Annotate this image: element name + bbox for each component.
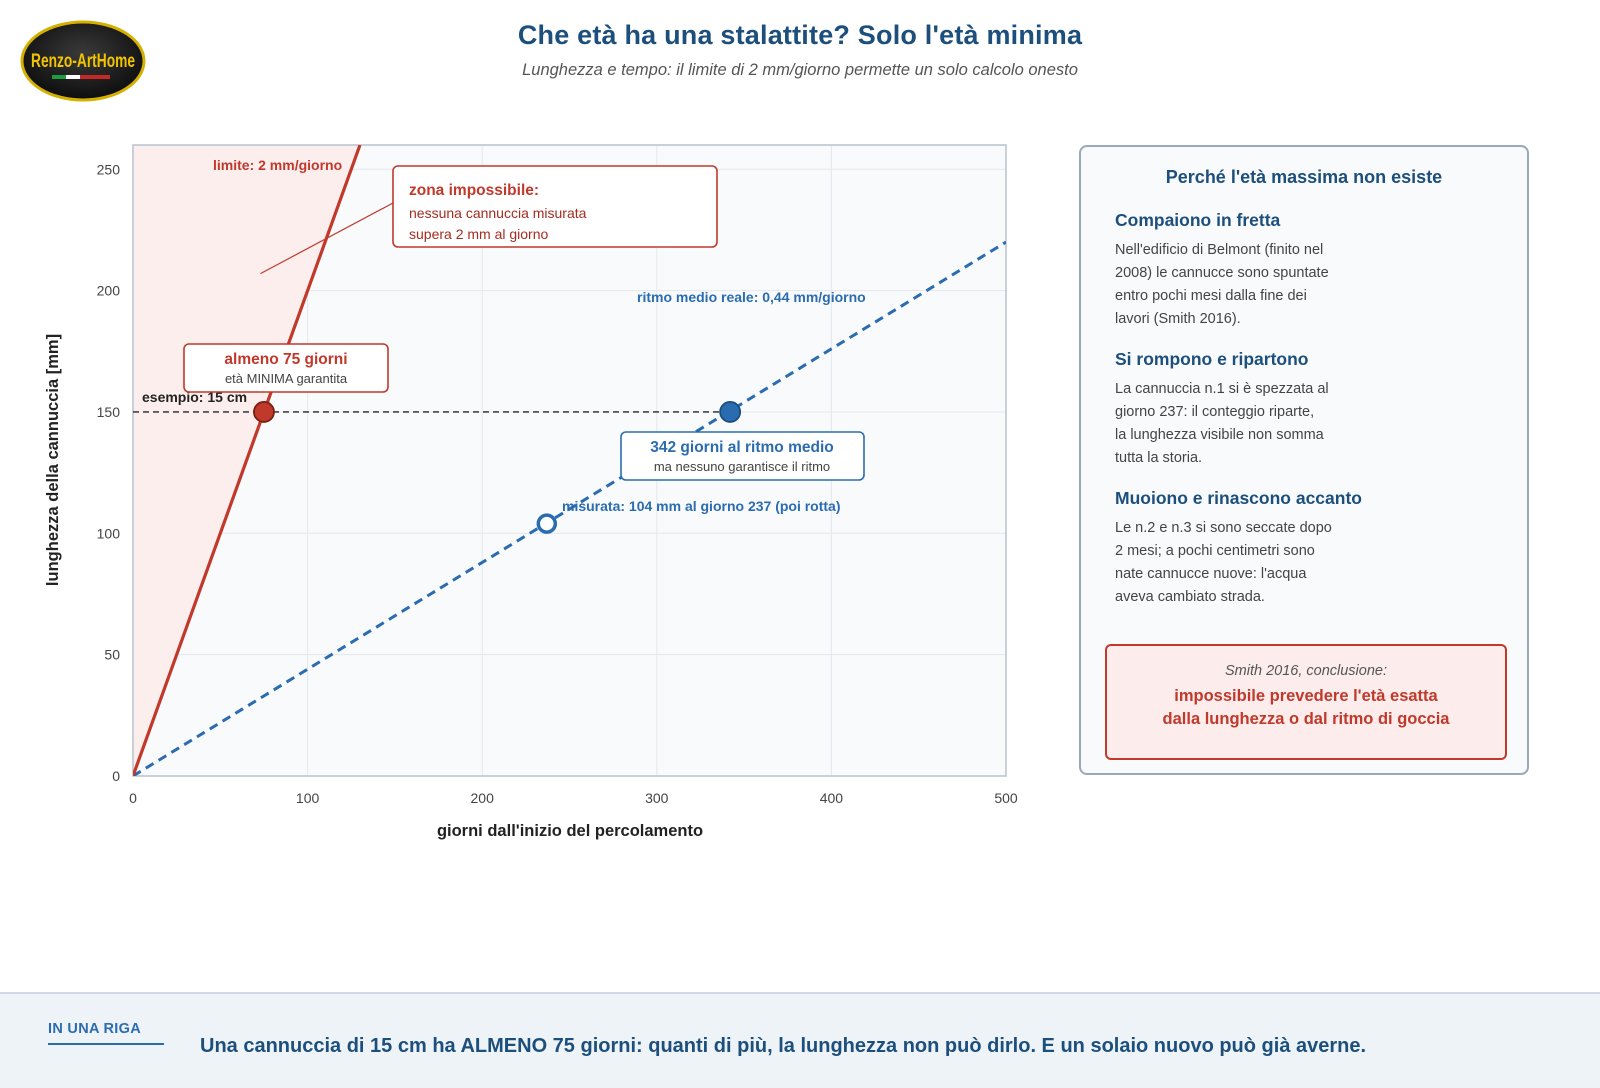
x-tick-label: 400 [820, 790, 844, 806]
conclusion-line: impossibile prevedere l'età esatta [1174, 687, 1438, 705]
y-axis-label: lunghezza della cannuccia [mm] [44, 334, 62, 586]
logo-text: Renzo-ArtHome [31, 51, 135, 72]
x-tick-label: 500 [994, 790, 1018, 806]
average-series-label: ritmo medio reale: 0,44 mm/giorno [637, 289, 866, 305]
average-age-box: 342 giorni al ritmo medio ma nessuno gar… [620, 431, 865, 481]
section-line: 2008) le cannucce sono spuntate [1115, 265, 1329, 281]
data-point [719, 401, 742, 423]
panel-title: Perché l'età massima non esiste [1165, 167, 1443, 187]
page-title: Che età ha una stalattite? Solo l'età mi… [517, 20, 1083, 50]
minimum-age-subtitle: età MINIMA garantita [225, 371, 348, 386]
renzo-arthome-logo: Renzo-ArtHome [20, 20, 146, 102]
section-body: La cannuccia n.1 si è spezzata al giorno… [1115, 378, 1493, 470]
minimum-age-box: almeno 75 giorni età MINIMA garantita [183, 343, 389, 393]
explanation-panel: Perché l'età massima non esiste Compaion… [1079, 145, 1529, 775]
conclusion-box: Smith 2016, conclusione: impossibile pre… [1105, 644, 1507, 760]
section-line: tutta la storia. [1115, 450, 1203, 466]
x-tick-label: 300 [645, 790, 669, 806]
limit-line [133, 145, 362, 776]
section-heading: Muoiono e rinascono accanto [1115, 488, 1362, 508]
conclusion-label: Smith 2016, conclusione: [1224, 663, 1387, 679]
section-line: Nell'edificio di Belmont (finito nel [1115, 242, 1324, 258]
measured-point [536, 513, 558, 534]
section-body: Nell'edificio di Belmont (finito nel 200… [1115, 239, 1493, 331]
page-subtitle: Lunghezza e tempo: il limite di 2 mm/gio… [522, 61, 1078, 79]
panel-section: Muoiono e rinascono accanto Le n.2 e n.3… [1115, 488, 1493, 609]
x-tick-label: 200 [471, 790, 495, 806]
measured-point-label: misurata: 104 mm al giorno 237 (poi rott… [562, 498, 841, 514]
section-heading: Compaiono in fretta [1115, 210, 1281, 230]
y-tick-label: 250 [97, 161, 121, 177]
length-vs-time-chart: 0 100 200 300 400 500 0 50 100 150 200 250 giorni d… [44, 144, 1018, 840]
y-tick-label: 150 [97, 404, 121, 420]
impossible-zone-box: zona impossibile: nessuna cannuccia misu… [392, 165, 718, 248]
section-line: Le n.2 e n.3 si sono seccate dopo [1115, 520, 1332, 536]
impossible-zone-line1: nessuna cannuccia misurata [409, 205, 587, 221]
footer-text: Una cannuccia di 15 cm ha ALMENO 75 gior… [200, 1035, 1367, 1057]
y-tick-label: 0 [112, 768, 120, 784]
section-heading: Si rompono e ripartono [1115, 349, 1309, 369]
x-tick-label: 100 [296, 790, 320, 806]
panel-section: Compaiono in fretta Nell'edificio di Bel… [1115, 210, 1493, 331]
section-line: aveva cambiato strada. [1115, 589, 1265, 605]
x-tick-label: 0 [129, 790, 137, 806]
section-line: 2 mesi; a pochi centimetri sono [1115, 543, 1315, 559]
section-line: La cannuccia n.1 si è spezzata al [1115, 381, 1329, 397]
footer-label: IN UNA RIGA [48, 1021, 164, 1045]
conclusion-line: dalla lunghezza o dal ritmo di goccia [1162, 710, 1450, 728]
section-body: Le n.2 e n.3 si sono seccate dopo 2 mesi… [1115, 517, 1493, 609]
plot-frame [132, 144, 1007, 777]
panel-section: Si rompono e ripartono La cannuccia n.1 … [1115, 349, 1493, 470]
section-line: la lunghezza visibile non somma [1115, 427, 1324, 443]
impossible-zone-line2: supera 2 mm al giorno [409, 226, 549, 242]
data-points [253, 401, 742, 534]
x-axis-label: giorni dall'inizio del percolamento [437, 822, 703, 840]
header: Che età ha una stalattite? Solo l'età mi… [0, 20, 1600, 80]
summary-footer: IN UNA RIGA Una cannuccia di 15 cm ha AL… [0, 992, 1600, 1088]
limit-series-label: limite: 2 mm/giorno [213, 157, 342, 173]
y-tick-label: 200 [97, 283, 121, 299]
impossible-zone-pointer [260, 202, 394, 275]
average-age-subtitle: ma nessuno garantisce il ritmo [654, 459, 830, 474]
average-age-title: 342 giorni al ritmo medio [650, 439, 833, 456]
section-line: giorno 237: il conteggio riparte, [1115, 404, 1315, 420]
axis-ticks: 0 100 200 300 400 500 0 50 100 150 200 250 [97, 161, 1018, 806]
section-line: lavori (Smith 2016). [1115, 311, 1241, 327]
minimum-age-title: almeno 75 giorni [224, 351, 347, 368]
average-rate-line [133, 240, 1006, 776]
reference-line-label: esempio: 15 cm [142, 389, 247, 405]
y-tick-label: 50 [104, 647, 120, 663]
data-point [253, 401, 275, 423]
y-tick-label: 100 [97, 525, 121, 541]
section-line: entro pochi mesi dalla fine dei [1115, 288, 1307, 304]
impossible-zone-title: zona impossibile: [409, 182, 539, 199]
section-line: nate cannucce nuove: l'acqua [1115, 566, 1307, 582]
